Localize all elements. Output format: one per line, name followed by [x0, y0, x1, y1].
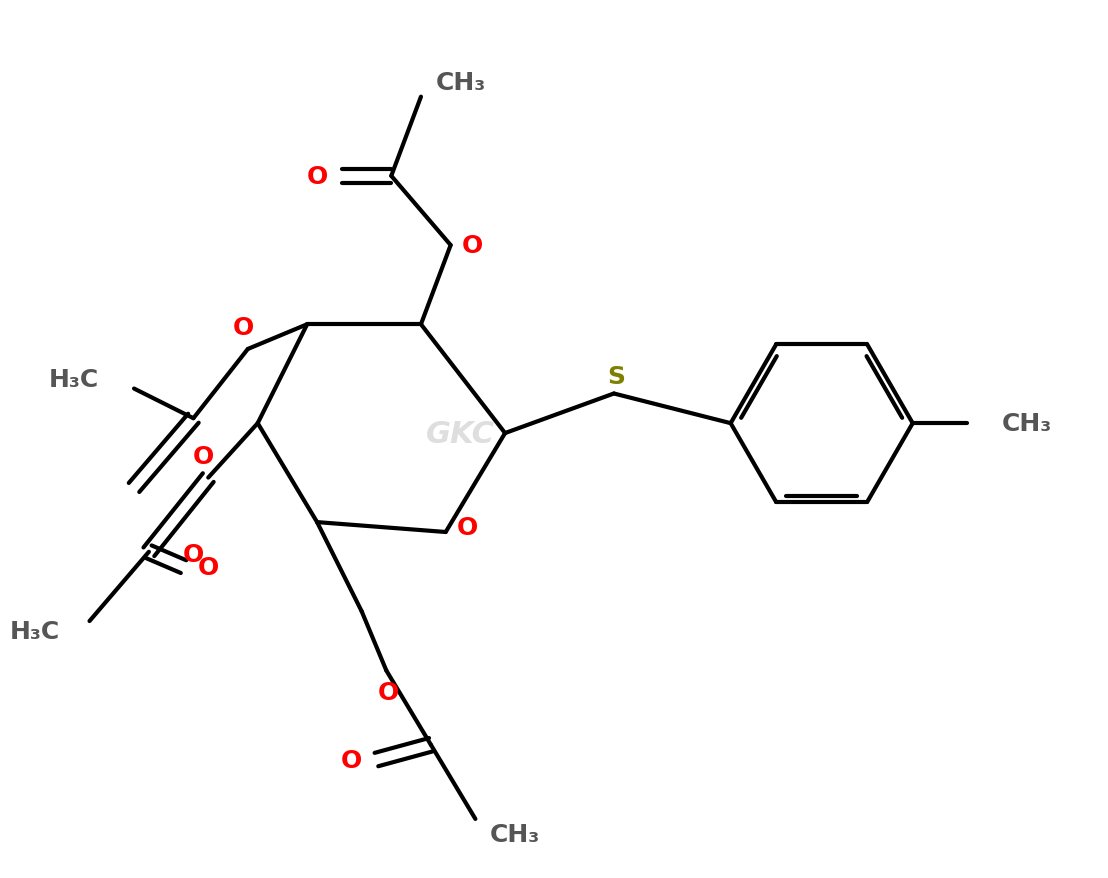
Text: H₃C: H₃C: [10, 619, 60, 644]
Text: O: O: [307, 165, 328, 189]
Text: O: O: [456, 515, 478, 539]
Text: CH₃: CH₃: [1002, 412, 1051, 435]
Text: O: O: [341, 748, 362, 772]
Text: O: O: [183, 542, 204, 566]
Text: CH₃: CH₃: [435, 71, 486, 95]
Text: O: O: [462, 234, 483, 258]
Text: O: O: [197, 555, 219, 579]
Text: O: O: [193, 444, 214, 468]
Text: GKC: GKC: [427, 419, 495, 448]
Text: O: O: [378, 680, 399, 704]
Text: O: O: [233, 316, 254, 340]
Text: S: S: [607, 364, 625, 388]
Text: H₃C: H₃C: [49, 367, 100, 392]
Text: CH₃: CH₃: [490, 822, 541, 846]
